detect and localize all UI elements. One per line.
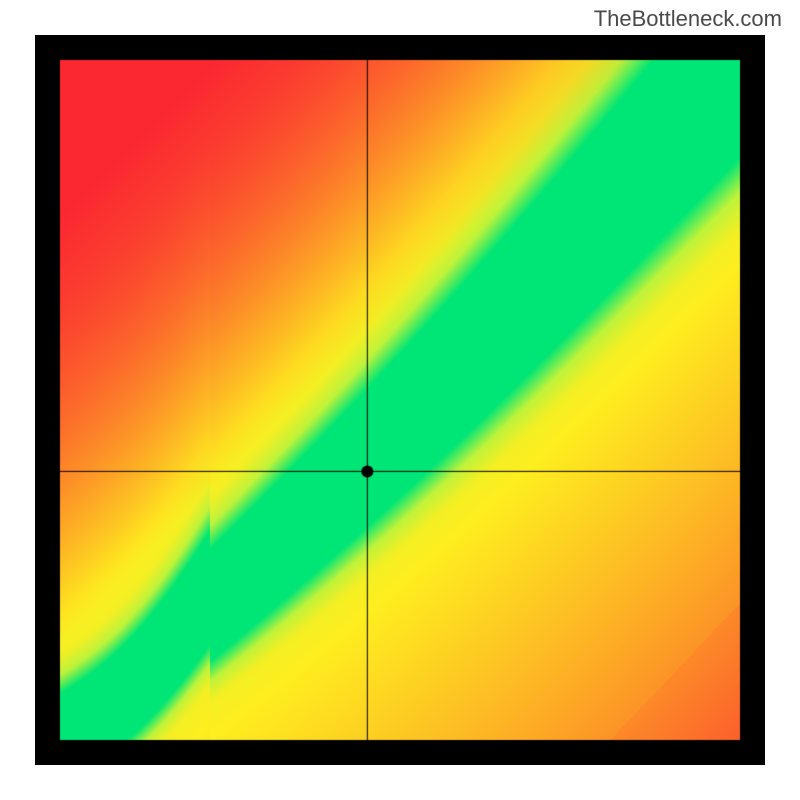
bottleneck-heatmap bbox=[35, 35, 765, 765]
chart-frame bbox=[35, 35, 765, 765]
attribution-text: TheBottleneck.com bbox=[594, 6, 782, 32]
